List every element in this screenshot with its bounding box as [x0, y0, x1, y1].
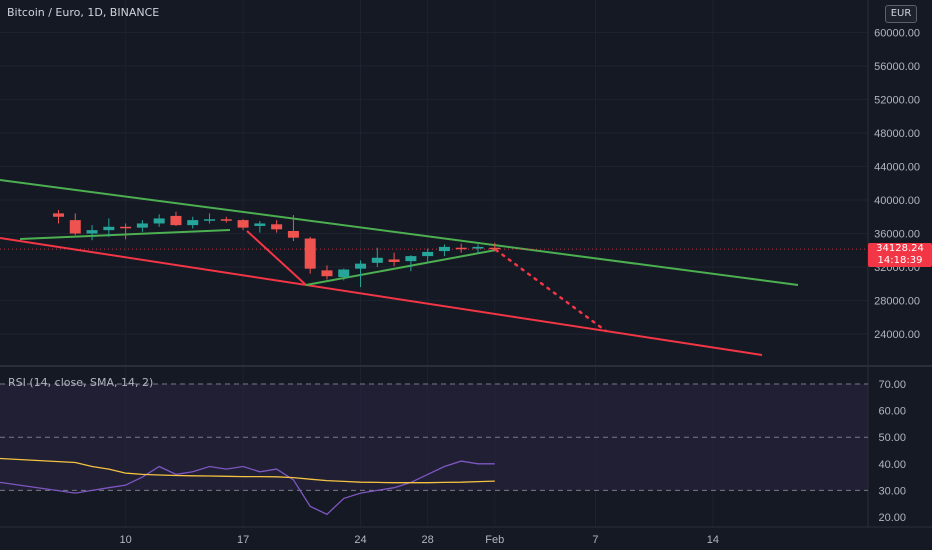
time-axis-label: Feb	[485, 534, 504, 546]
support-trendline	[0, 237, 763, 356]
candle-body	[136, 223, 148, 228]
rsi-axis-label: 70.00	[878, 379, 906, 391]
candle-body	[187, 220, 199, 226]
candle-body	[170, 215, 182, 226]
drop-arrow-line	[246, 230, 307, 286]
candle	[388, 252, 400, 267]
time-axis-label: 24	[354, 534, 366, 546]
time-axis-label: 7	[592, 534, 598, 546]
price-axis-label: 36000.00	[874, 229, 920, 241]
candle	[438, 244, 450, 257]
bar-countdown: 14:18:39	[877, 255, 923, 266]
candle-body	[153, 218, 165, 224]
candle	[371, 247, 383, 267]
candle	[120, 223, 132, 240]
candle	[69, 213, 81, 236]
candle-body	[338, 269, 350, 278]
rsi-axis-label: 50.00	[878, 432, 906, 444]
rising-wedge-line	[305, 249, 497, 286]
candle-body	[405, 256, 417, 262]
candle-body	[455, 247, 467, 250]
time-axis-label: 17	[237, 534, 249, 546]
candle-body	[422, 251, 434, 257]
projection-dotted-line	[494, 248, 608, 333]
candle-body	[254, 223, 266, 226]
last-price-value: 34128.24	[876, 243, 924, 254]
time-axis-label: 10	[119, 534, 131, 546]
price-axis-label: 48000.00	[874, 128, 920, 140]
candle-body	[204, 219, 216, 221]
candle-body	[69, 220, 81, 234]
candle-body	[321, 270, 333, 277]
candle	[170, 211, 182, 226]
candle-body	[355, 263, 367, 269]
candle	[321, 265, 333, 280]
resistance-trendline	[0, 179, 799, 286]
candle	[136, 220, 148, 232]
price-axis-label: 56000.00	[874, 61, 920, 73]
price-axis-label: 52000.00	[874, 95, 920, 107]
triangle-lower-leg	[19, 229, 231, 240]
candle-body	[103, 226, 115, 231]
candle	[187, 216, 199, 229]
price-axis-label: 40000.00	[874, 195, 920, 207]
candle	[422, 248, 434, 263]
currency-badge[interactable]: EUR	[885, 5, 917, 23]
rsi-axis-label: 20.00	[878, 512, 906, 524]
candle-body	[438, 246, 450, 252]
candle	[86, 225, 98, 241]
candle	[153, 214, 165, 227]
candle	[271, 220, 283, 233]
candle	[304, 236, 316, 274]
candle	[204, 213, 216, 224]
rsi-line	[0, 460, 495, 516]
candle	[355, 260, 367, 288]
candle-body	[271, 224, 283, 230]
candle	[103, 218, 115, 237]
price-axis-label: 24000.00	[874, 329, 920, 341]
price-axis-label: 60000.00	[874, 28, 920, 40]
candle-body	[86, 230, 98, 234]
rsi-axis-label: 40.00	[878, 459, 906, 471]
rsi-legend[interactable]: RSI (14, close, SMA, 14, 2)	[8, 376, 154, 389]
candle-body	[388, 259, 400, 262]
price-axis-label: 28000.00	[874, 296, 920, 308]
candle-body	[489, 247, 501, 250]
candle-body	[120, 226, 132, 229]
candle	[455, 243, 467, 253]
rsi-sma-line	[0, 457, 495, 484]
price-axis-label: 44000.00	[874, 162, 920, 174]
candle	[287, 215, 299, 242]
candle	[237, 219, 249, 231]
candle-body	[220, 219, 232, 221]
rsi-axis-label: 30.00	[878, 485, 906, 497]
candle-body	[287, 230, 299, 238]
time-axis-label: 28	[422, 534, 434, 546]
candle-body	[53, 213, 64, 217]
rsi-axis-label: 60.00	[878, 406, 906, 418]
candle	[472, 244, 484, 254]
candle	[405, 255, 417, 272]
candle-body	[371, 257, 383, 263]
candle	[338, 268, 350, 281]
candle	[53, 210, 64, 224]
last-price-tag: 34128.24 14:18:39	[868, 243, 932, 267]
candle-body	[472, 246, 484, 249]
symbol-title: Bitcoin / Euro, 1D, BINANCE	[7, 6, 160, 19]
candle-body	[237, 220, 249, 228]
candle	[489, 242, 501, 252]
candle-body	[304, 238, 316, 269]
time-axis-label: 14	[707, 534, 719, 546]
candle	[220, 216, 232, 223]
candle	[254, 220, 266, 233]
